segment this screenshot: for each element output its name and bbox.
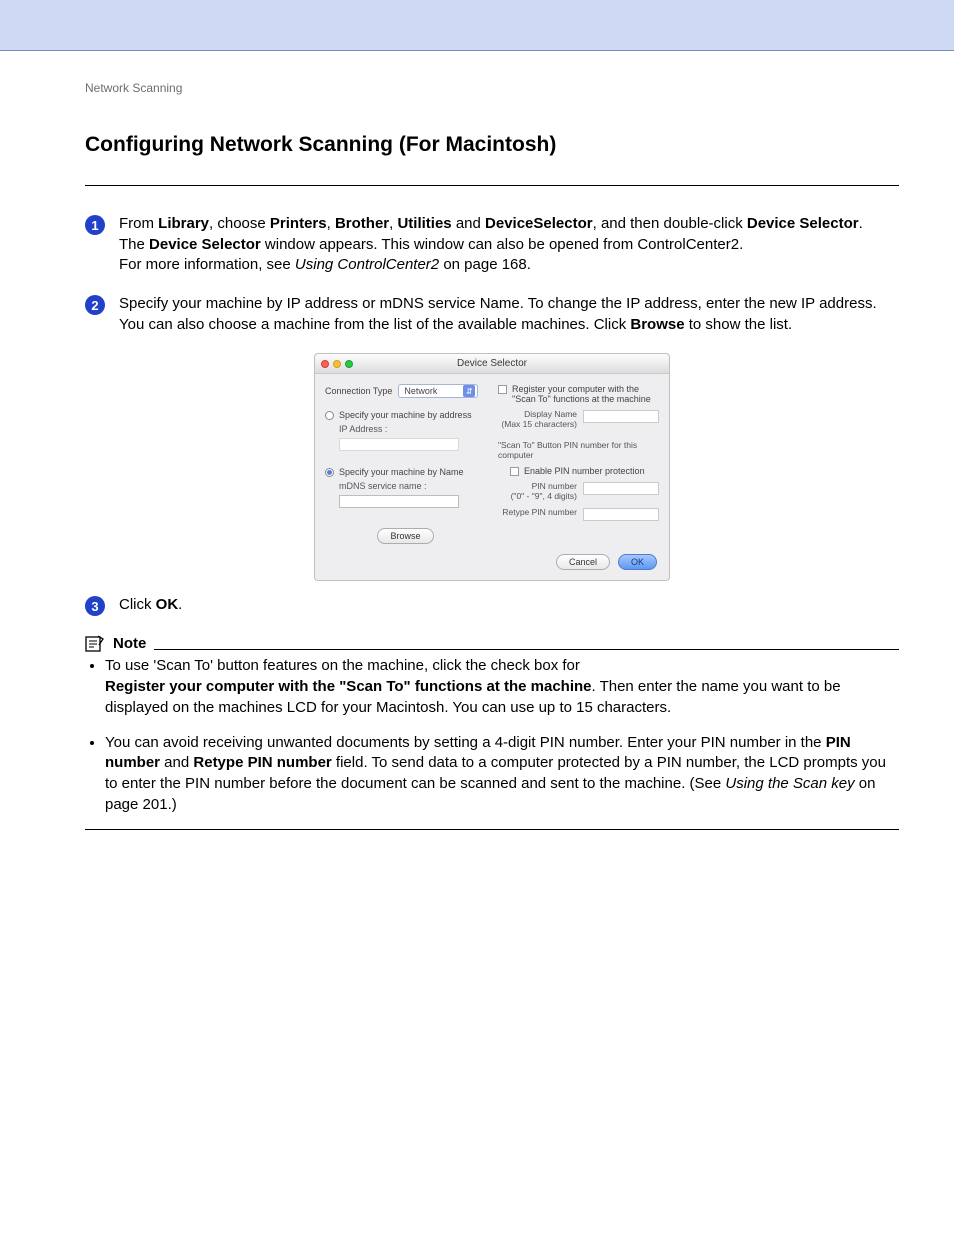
text: The: [119, 236, 149, 253]
step-1-text: From Library, choose Printers, Brother , …: [119, 214, 863, 276]
bold: Register your computer with the "Scan To…: [105, 678, 592, 695]
bold: Utilities: [397, 215, 451, 232]
pin-number-input[interactable]: [583, 482, 659, 495]
retype-pin-label: Retype PIN number: [502, 508, 577, 518]
text: and: [452, 215, 485, 232]
mac-window: Device Selector Connection Type Network …: [314, 353, 670, 581]
step-badge-3: 3: [85, 596, 105, 616]
section-title: Configuring Network Scanning (For Macint…: [85, 133, 899, 157]
note-item-2: You can avoid receiving unwanted documen…: [105, 733, 899, 816]
pin-enable-label: Enable PIN number protection: [524, 466, 645, 476]
bold: Device Selector: [747, 215, 859, 232]
step-1: 1 From Library, choose Printers, Brother…: [85, 214, 899, 276]
step-badge-2: 2: [85, 295, 105, 315]
text: , and then double-click: [593, 215, 747, 232]
header-band: [0, 0, 954, 50]
text: and: [160, 754, 193, 771]
bold: Printers: [270, 215, 327, 232]
bold: OK: [156, 596, 179, 613]
connection-type-value: Network: [404, 386, 437, 396]
mac-titlebar: Device Selector: [315, 354, 669, 374]
radio-by-address-label: Specify your machine by address: [339, 410, 472, 420]
retype-pin-input[interactable]: [583, 508, 659, 521]
page-content: Network Scanning Configuring Network Sca…: [0, 51, 954, 860]
bold: Brother: [335, 215, 389, 232]
display-name-hint: (Max 15 characters): [501, 419, 577, 429]
note-list: To use 'Scan To' button features on the …: [85, 656, 899, 815]
step-2: 2 Specify your machine by IP address or …: [85, 294, 899, 335]
text: window appears. This window can also be …: [261, 236, 744, 253]
bold: DeviceSelector: [485, 215, 593, 232]
text: to show the list.: [685, 316, 793, 333]
title-underline: [85, 185, 899, 186]
radio-by-name[interactable]: [325, 468, 334, 477]
text: You can avoid receiving unwanted documen…: [105, 734, 826, 751]
bold: Device Selector: [149, 236, 261, 253]
note-end-rule: [85, 829, 899, 830]
bold: Library: [158, 215, 209, 232]
bold: Browse: [630, 316, 684, 333]
step-3-text: Click OK.: [119, 595, 182, 616]
running-head: Network Scanning: [85, 81, 899, 95]
mdns-input[interactable]: [339, 495, 459, 508]
text: Click: [119, 596, 156, 613]
cancel-button[interactable]: Cancel: [556, 554, 610, 570]
step-badge-1: 1: [85, 215, 105, 235]
text: ,: [327, 215, 335, 232]
text: , choose: [209, 215, 270, 232]
connection-type-select[interactable]: Network ⇵: [398, 384, 478, 398]
ip-address-label: IP Address :: [339, 424, 486, 434]
display-name-input[interactable]: [583, 410, 659, 423]
mdns-label: mDNS service name :: [339, 481, 486, 491]
bold: Retype PIN number: [193, 754, 331, 771]
browse-button[interactable]: Browse: [377, 528, 433, 544]
note-header: Note: [85, 634, 899, 652]
pin-enable-checkbox[interactable]: [510, 467, 519, 476]
window-title: Device Selector: [315, 358, 669, 369]
pin-number-label: PIN number: [532, 481, 577, 491]
text: .: [859, 215, 863, 232]
note-icon: [85, 634, 105, 652]
register-label: Register your computer with the "Scan To…: [512, 384, 659, 404]
display-name-label: Display Name: [524, 409, 577, 419]
text: .: [178, 596, 182, 613]
text: To use 'Scan To' button features on the …: [105, 657, 580, 674]
device-selector-screenshot: Device Selector Connection Type Network …: [85, 353, 899, 581]
pin-number-hint: ("0" - "9", 4 digits): [511, 491, 577, 501]
text: For more information, see: [119, 256, 295, 273]
register-checkbox[interactable]: [498, 385, 507, 394]
text: on page 168.: [439, 256, 531, 273]
radio-by-name-label: Specify your machine by Name: [339, 467, 464, 477]
italic: Using the Scan key: [725, 775, 854, 792]
text: From: [119, 215, 158, 232]
pin-section-head: "Scan To" Button PIN number for this com…: [498, 440, 659, 460]
ok-button[interactable]: OK: [618, 554, 657, 570]
ip-address-input[interactable]: [339, 438, 459, 451]
note-label: Note: [113, 635, 146, 652]
step-3: 3 Click OK.: [85, 595, 899, 616]
note-item-1: To use 'Scan To' button features on the …: [105, 656, 899, 718]
radio-by-address[interactable]: [325, 411, 334, 420]
step-2-text: Specify your machine by IP address or mD…: [119, 294, 899, 335]
note-rule: [154, 649, 899, 650]
italic: Using ControlCenter2: [295, 256, 439, 273]
connection-type-label: Connection Type: [325, 386, 392, 396]
chevron-updown-icon: ⇵: [463, 385, 475, 397]
